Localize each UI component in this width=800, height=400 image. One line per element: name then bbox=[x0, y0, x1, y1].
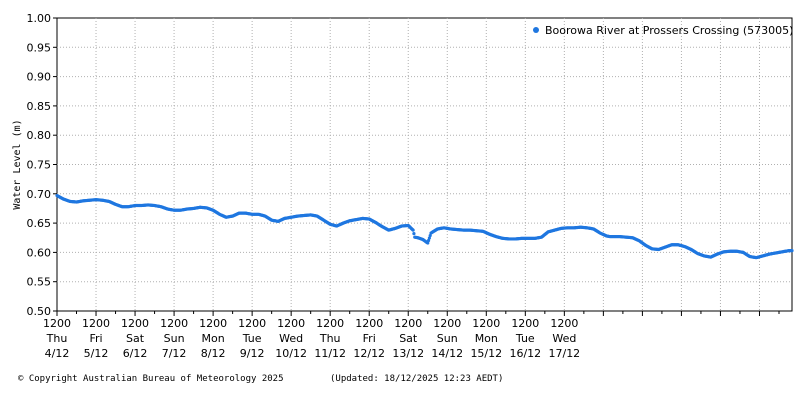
data-point bbox=[428, 233, 432, 238]
data-point bbox=[426, 241, 430, 245]
y-tick-label: 0.70 bbox=[27, 188, 52, 201]
x-tick-date: 13/12 bbox=[392, 347, 424, 360]
x-tick-date: 7/12 bbox=[162, 347, 187, 360]
x-tick-time: 1200 bbox=[472, 317, 500, 330]
y-tick-label: 0.85 bbox=[27, 100, 52, 113]
x-tick-day: Tue bbox=[515, 332, 535, 345]
y-tick-label: 0.55 bbox=[27, 276, 52, 289]
water-level-chart: 0.50 0.55 0.60 0.65 0.70 0.75 0.80 0.85 0.90 0.95… bbox=[12, 12, 794, 360]
updated-text: (Updated: 18/12/2025 12:23 AEDT) bbox=[330, 374, 504, 384]
x-tick-date: 12/12 bbox=[353, 347, 385, 360]
x-tick-time: 1200 bbox=[160, 317, 188, 330]
x-tick-date: 8/12 bbox=[201, 347, 226, 360]
y-tick-label: 0.90 bbox=[27, 71, 52, 84]
data-point bbox=[412, 232, 416, 236]
data-point bbox=[427, 236, 431, 240]
x-tick-time: 1200 bbox=[316, 317, 344, 330]
x-tick-day: Thu bbox=[319, 332, 341, 345]
x-tick-day: Sun bbox=[437, 332, 458, 345]
y-tick-label: 0.65 bbox=[27, 217, 52, 230]
y-tick-label: 0.60 bbox=[27, 246, 52, 259]
x-tick-time: 1200 bbox=[394, 317, 422, 330]
x-tick-date: 5/12 bbox=[84, 347, 109, 360]
x-tick-time: 1200 bbox=[121, 317, 149, 330]
y-tick-label: 1.00 bbox=[27, 12, 52, 25]
x-tick-day: Fri bbox=[89, 332, 102, 345]
x-tick-time: 1200 bbox=[238, 317, 266, 330]
x-tick-time: 1200 bbox=[277, 317, 305, 330]
copyright-text: © Copyright Australian Bureau of Meteoro… bbox=[18, 374, 284, 384]
x-tick-time: 1200 bbox=[550, 317, 578, 330]
x-tick-time: 1200 bbox=[355, 317, 383, 330]
legend-marker bbox=[533, 27, 539, 33]
x-tick-date: 9/12 bbox=[240, 347, 265, 360]
x-tick-day: Mon bbox=[475, 332, 498, 345]
x-tick-date: 10/12 bbox=[275, 347, 307, 360]
x-tick-day: Sat bbox=[126, 332, 145, 345]
data-point bbox=[790, 249, 794, 253]
x-tick-date: 6/12 bbox=[123, 347, 148, 360]
x-tick-day: Sun bbox=[164, 332, 185, 345]
x-tick-date: 4/12 bbox=[45, 347, 70, 360]
y-tick-label: 0.95 bbox=[27, 41, 52, 54]
x-tick-day: Wed bbox=[552, 332, 576, 345]
x-tick-day: Tue bbox=[242, 332, 262, 345]
y-tick-label: 0.80 bbox=[27, 129, 52, 142]
x-tick-day: Sat bbox=[399, 332, 418, 345]
data-point bbox=[411, 228, 415, 232]
x-tick-date: 17/12 bbox=[548, 347, 580, 360]
x-tick-date: 14/12 bbox=[431, 347, 463, 360]
x-tick-time: 1200 bbox=[82, 317, 110, 330]
x-tick-time: 1200 bbox=[433, 317, 461, 330]
x-tick-time: 1200 bbox=[43, 317, 71, 330]
x-tick-day: Fri bbox=[363, 332, 376, 345]
data-point bbox=[426, 238, 431, 243]
y-tick-label: 0.75 bbox=[27, 159, 52, 172]
x-tick-time: 1200 bbox=[511, 317, 539, 330]
x-tick-day: Thu bbox=[46, 332, 68, 345]
x-tick-day: Mon bbox=[202, 332, 225, 345]
x-tick-date: 15/12 bbox=[470, 347, 502, 360]
y-axis-label: Water Level (m) bbox=[12, 119, 23, 209]
legend-label: Boorowa River at Prossers Crossing (5730… bbox=[545, 24, 793, 37]
x-tick-date: 11/12 bbox=[314, 347, 346, 360]
x-tick-date: 16/12 bbox=[509, 347, 541, 360]
y-tick-label: 0.50 bbox=[27, 305, 52, 318]
x-tick-time: 1200 bbox=[199, 317, 227, 330]
x-tick-day: Wed bbox=[279, 332, 303, 345]
